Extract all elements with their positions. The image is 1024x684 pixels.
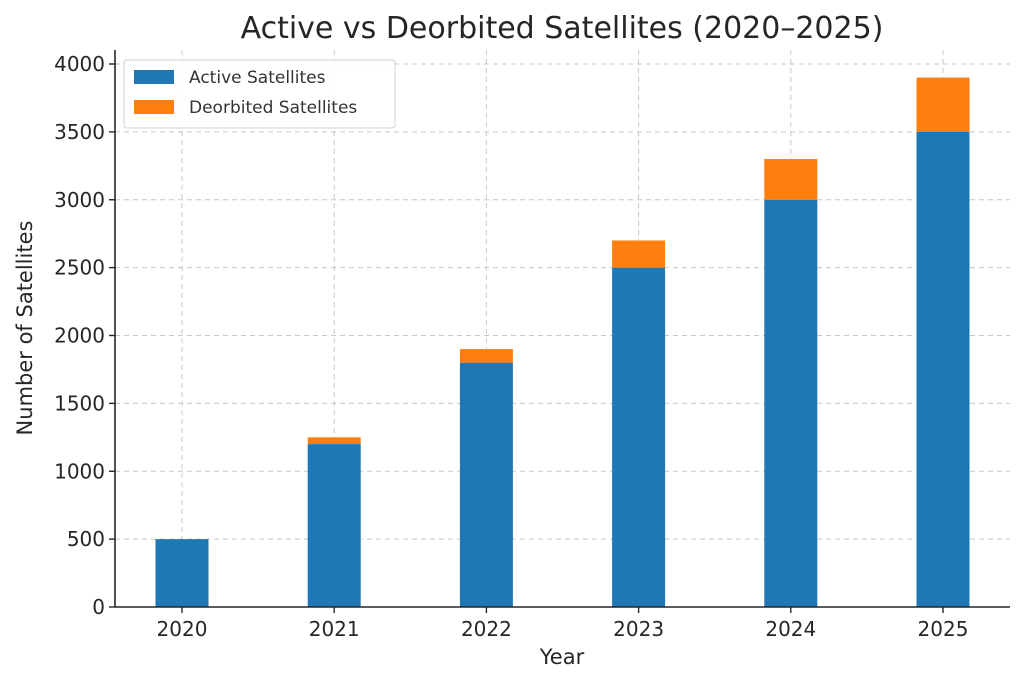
legend-swatch-deorbited bbox=[134, 100, 174, 114]
axes-layer bbox=[114, 50, 1010, 608]
x-tick-label: 2020 bbox=[157, 617, 208, 641]
y-tick-label: 2000 bbox=[54, 324, 105, 348]
x-tick-label: 2022 bbox=[461, 617, 512, 641]
bar-deorbited-2025 bbox=[916, 77, 970, 132]
bar-active-2020 bbox=[155, 539, 209, 607]
legend-label-deorbited: Deorbited Satellites bbox=[189, 98, 357, 118]
y-tick-label: 1500 bbox=[54, 391, 105, 415]
bar-active-2021 bbox=[307, 444, 361, 607]
y-ticks: 0 500 1000 1500 2000 2500 3000 3500 4000 bbox=[54, 52, 115, 619]
y-tick-label: 500 bbox=[67, 527, 105, 551]
chart-title: Active vs Deorbited Satellites (2020–202… bbox=[241, 11, 884, 46]
y-tick-label: 0 bbox=[92, 595, 105, 619]
legend: Active Satellites Deorbited Satellites bbox=[123, 59, 396, 129]
legend-label-active: Active Satellites bbox=[189, 68, 326, 88]
bar-deorbited-2021 bbox=[307, 437, 361, 445]
x-tick-label: 2021 bbox=[309, 617, 360, 641]
grid-layer bbox=[115, 50, 1010, 608]
bar-deorbited-2022 bbox=[459, 349, 513, 363]
y-axis-label: Number of Satellites bbox=[13, 221, 37, 436]
x-tick-label: 2025 bbox=[918, 617, 969, 641]
x-tick-label: 2024 bbox=[765, 617, 816, 641]
bar-active-2024 bbox=[764, 199, 818, 607]
y-tick-label: 3500 bbox=[54, 120, 105, 144]
bar-active-2023 bbox=[612, 267, 666, 607]
x-tick-label: 2023 bbox=[613, 617, 664, 641]
y-tick-label: 4000 bbox=[54, 52, 105, 76]
bar-active-2025 bbox=[916, 131, 970, 607]
legend-swatch-active bbox=[134, 70, 174, 84]
x-ticks: 2020 2021 2022 2023 2024 2025 bbox=[157, 607, 969, 641]
y-tick-label: 2500 bbox=[54, 256, 105, 280]
bar-deorbited-2023 bbox=[612, 240, 666, 268]
bar-deorbited-2024 bbox=[764, 159, 818, 200]
legend-box bbox=[123, 59, 396, 129]
y-tick-label: 3000 bbox=[54, 188, 105, 212]
bar-active-2022 bbox=[459, 362, 513, 607]
y-tick-label: 1000 bbox=[54, 459, 105, 483]
x-axis-label: Year bbox=[539, 645, 585, 669]
bars-layer bbox=[155, 77, 970, 607]
